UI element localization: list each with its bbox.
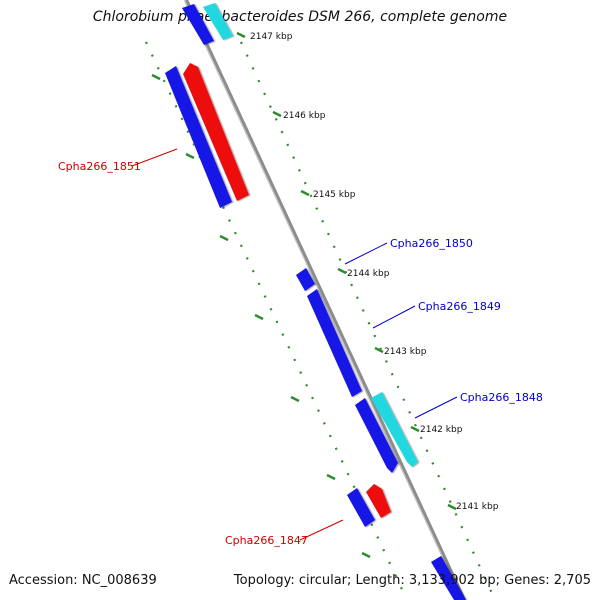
tick-dashes-outer-left <box>145 41 408 600</box>
major-tick-2146 <box>272 110 282 118</box>
major-tick-left-6 <box>326 473 336 481</box>
label-cpha266-1849[interactable]: Cpha266_1849 <box>418 300 501 313</box>
label-cpha266-1851[interactable]: Cpha266_1851 <box>58 160 141 173</box>
major-tick-2147 <box>236 31 246 39</box>
gene-cpha266-1847[interactable] <box>347 488 375 527</box>
major-tick-left-5 <box>290 395 300 403</box>
gene-red-1847-neighbor[interactable] <box>366 484 391 518</box>
gene-labels: Cpha266_1851 Cpha266_1850 Cpha266_1849 C… <box>58 160 543 547</box>
gene-bottom-blue[interactable] <box>431 556 466 600</box>
major-tick-2144 <box>337 267 347 275</box>
tick-label-2145: 2145 kbp <box>313 190 356 200</box>
ruler-ticks <box>151 31 457 559</box>
tick-label-2146: 2146 kbp <box>283 111 326 121</box>
genome-backbone-highlight <box>184 0 463 600</box>
major-tick-2143 <box>374 346 384 354</box>
label-leaders <box>131 148 458 541</box>
ruler-tick-labels: 2147 kbp 2146 kbp 2145 kbp 2144 kbp 2143… <box>250 32 499 512</box>
major-tick-left-7 <box>361 551 371 559</box>
gene-red-1851-neighbor[interactable] <box>183 63 249 201</box>
leader-cpha266-1848 <box>414 396 458 419</box>
gene-cpha266-1850[interactable] <box>296 268 315 291</box>
gene-features <box>165 3 466 600</box>
gene-cpha266-1848[interactable] <box>371 392 418 467</box>
label-cpha266-1850[interactable]: Cpha266_1850 <box>390 237 473 250</box>
leader-cpha266-1849 <box>372 305 416 329</box>
accession-text: Accession: NC_008639 <box>9 573 157 588</box>
major-tick-2142 <box>410 425 420 433</box>
major-tick-left-1 <box>151 73 161 81</box>
genome-backbone <box>184 0 466 600</box>
label-cpha266-1847[interactable]: Cpha266_1847 <box>225 534 308 547</box>
gene-top-blue[interactable] <box>182 4 214 45</box>
gene-cpha266-1851[interactable] <box>165 66 232 208</box>
label-cpha266-1848[interactable]: Cpha266_1848 <box>460 391 543 404</box>
gene-blue-before-1848[interactable] <box>355 398 398 473</box>
genome-summary-text: Topology: circular; Length: 3,133,902 bp… <box>233 573 591 588</box>
gene-top-cyan[interactable] <box>203 3 233 40</box>
leader-cpha266-1850 <box>344 242 388 265</box>
tick-label-2147: 2147 kbp <box>250 32 293 42</box>
tick-label-2141: 2141 kbp <box>456 502 499 512</box>
tick-label-2142: 2142 kbp <box>420 425 463 435</box>
major-tick-left-2 <box>185 152 195 160</box>
tick-label-2144: 2144 kbp <box>347 269 390 279</box>
major-tick-2145 <box>300 189 310 197</box>
leader-cpha266-1847 <box>299 519 344 541</box>
major-tick-left-4 <box>254 313 264 321</box>
tick-label-2143: 2143 kbp <box>384 347 427 357</box>
leader-cpha266-1851 <box>131 148 178 167</box>
gene-cpha266-1849[interactable] <box>307 289 362 397</box>
major-tick-left-3 <box>219 234 229 242</box>
major-tick-2141 <box>447 503 457 511</box>
